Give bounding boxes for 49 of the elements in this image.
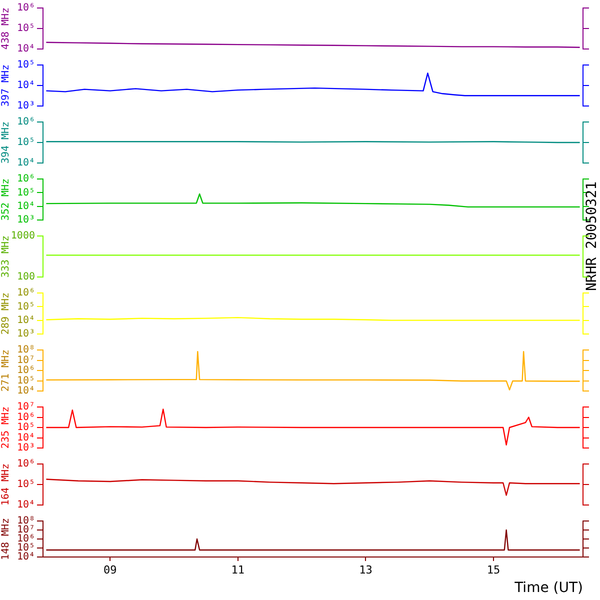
y-axis-title: 148 MHz — [0, 518, 12, 560]
y-tick-label: 10⁶ — [16, 288, 35, 299]
y-tick-label: 10⁵ — [16, 301, 35, 312]
y-tick-label: 10⁶ — [16, 365, 35, 376]
x-tick-label: 15 — [486, 563, 500, 576]
y-tick-label: 10⁵ — [16, 187, 35, 198]
y-tick-label: 10⁶ — [16, 174, 35, 185]
y-axis-title: 289 MHz — [0, 292, 12, 335]
y-tick-label: 10⁵ — [16, 375, 35, 386]
y-tick-label: 10⁴ — [16, 80, 35, 92]
y-tick-label: 10⁴ — [16, 432, 35, 444]
y-tick-label: 10⁴ — [16, 44, 35, 55]
y-tick-label: 10⁶ — [16, 2, 35, 14]
y-tick-label: 10⁸ — [16, 344, 35, 356]
y-tick-label: 10³ — [16, 100, 35, 112]
y-tick-label: 10⁵ — [16, 137, 35, 148]
x-tick-label: 11 — [231, 563, 245, 576]
y-tick-label: 10⁷ — [16, 354, 35, 366]
y-tick-label: 10⁴ — [16, 158, 35, 169]
text: NRHR 20050321 — [584, 181, 600, 291]
y-tick-label: 10⁵ — [16, 60, 35, 71]
y-tick-label: 10⁴ — [16, 200, 35, 212]
y-tick-label: 10⁵ — [16, 479, 35, 490]
y-tick-label: 10³ — [16, 442, 35, 454]
y-tick-label: 10⁴ — [16, 314, 35, 326]
y-axis-title: 235 MHz — [0, 406, 12, 449]
y-axis-title: 438 MHz — [0, 7, 12, 50]
y-axis-title: 352 MHz — [0, 178, 12, 221]
y-axis-title: 271 MHz — [0, 349, 12, 392]
y-axis-title: 397 MHz — [0, 64, 12, 107]
x-axis-title: Time (UT) — [514, 580, 583, 596]
y-tick-label: 10⁷ — [16, 402, 35, 413]
y-tick-label: 10⁴ — [16, 552, 35, 563]
y-tick-label: 100 — [16, 272, 35, 283]
y-tick-label: 10⁴ — [16, 386, 35, 397]
y-tick-label: 10⁶ — [16, 458, 35, 470]
x-tick-label: 13 — [359, 563, 372, 576]
y-tick-label: 1000 — [10, 230, 35, 242]
y-tick-label: 10⁵ — [16, 23, 35, 34]
x-tick-label: 09 — [103, 563, 117, 576]
y-tick-label: 10⁵ — [16, 422, 35, 434]
y-tick-label: 10⁶ — [16, 116, 35, 128]
y-tick-label: 10³ — [16, 214, 35, 226]
y-tick-label: 10⁴ — [16, 500, 35, 511]
y-axis-title: 394 MHz — [0, 121, 12, 164]
y-tick-label: 10⁶ — [16, 412, 35, 423]
y-tick-label: 10³ — [16, 328, 35, 340]
y-axis-title: 333 MHz — [0, 235, 12, 278]
y-axis-title: 164 MHz — [0, 463, 12, 506]
